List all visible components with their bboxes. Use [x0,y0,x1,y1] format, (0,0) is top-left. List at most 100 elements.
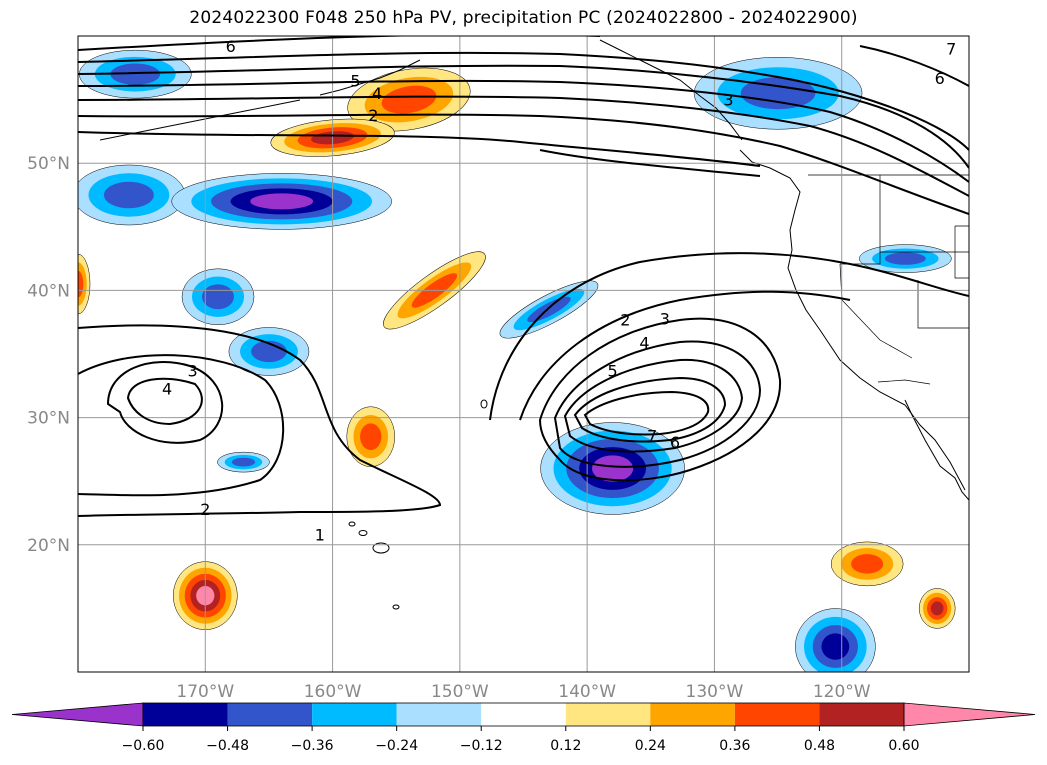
lon-tick-label: 160°W [304,682,362,702]
lon-tick-label: 150°W [431,682,489,702]
island [392,604,400,610]
pv-contour-line [78,354,285,497]
colorbar: −0.60 −0.48 −0.36 −0.24 −0.12 0.12 0.24 0.36 0.4… [11,702,1036,754]
pv-contour-label: 7 [647,426,657,445]
precip-positive-region [851,554,884,574]
pv-contour-line [859,45,969,87]
colorbar-extend-max [903,702,1036,727]
lat-tick-label: 40°N [27,281,70,301]
colorbar-segment [734,703,820,726]
chart-title: 2024022300 F048 250 hPa PV, precipitatio… [189,8,858,28]
colorbar-tick-label: 0.36 [719,738,750,754]
pv-contour-label: 6 [935,69,945,88]
pv-contour-line [583,390,710,436]
precip-positive-region [930,601,944,616]
pv-contour-label: 3 [723,91,733,110]
pv-contour-line [78,131,761,167]
colorbar-tick-label: 0.24 [635,738,666,754]
lon-tick-label: 170°W [176,682,234,702]
border-line [954,225,969,279]
colorbar-segment [481,703,566,726]
lon-tick-label: 120°W [813,682,871,702]
pv-contour-label: 5 [608,362,618,381]
colorbar-segment [312,703,397,726]
border-line [877,379,931,385]
colorbar-tick-label: 0.48 [804,738,835,754]
precip-negative-region [884,252,926,265]
pv-contour-label: 7 [946,40,956,59]
pv-contour-label: 4 [372,84,382,103]
border-line [839,263,913,359]
pv-contour-label: 1 [315,526,325,545]
precip-negative-region [104,181,154,209]
precip-negative-region [821,633,850,660]
pv-contour-label: 6 [670,433,680,452]
pv-contour-label: 4 [639,334,649,353]
pv-contour-line [538,317,782,482]
pv-contour-label: 5 [350,72,360,91]
pv-contour-line [78,51,969,151]
pv-contour-label: 6 [226,37,236,56]
border-line [917,280,969,329]
pv-contour-line [539,149,761,177]
pv-contour-line [563,358,744,453]
precip-positive-region [381,85,437,114]
precip-negative-region [740,77,816,110]
colorbar-segment [819,703,904,726]
pv-contour-label: 2 [200,500,210,519]
colorbar-tick-label: −0.48 [206,738,249,754]
pv-contour-line [78,36,600,51]
pv-contour-line [78,95,969,197]
precip-negative-region [202,284,235,310]
colorbar-tick-label: 0.60 [888,738,919,754]
island [348,521,356,527]
colorbar-tick-label: 0.12 [550,738,581,754]
colorbar-segment [650,703,735,726]
pv-contour-line [78,79,969,183]
plot-frame [77,35,970,673]
pv-contour-label: 2 [368,106,378,125]
precip-negative-region [110,63,161,85]
pv-contour-line [126,377,203,426]
precip-negative-region [592,455,634,482]
lat-tick-label: 20°N [27,536,70,556]
pv-contour-line [78,64,969,169]
colorbar-tick-label: −0.24 [375,738,418,754]
pv-contour-line [553,340,762,468]
colorbar-segment [565,703,651,726]
lon-tick-label: 130°W [686,682,744,702]
island [358,530,368,536]
precip-positive-region [360,423,382,450]
pv-contour-line [489,252,969,421]
precip-negative-region [250,193,314,210]
coastline [599,39,743,141]
island [372,542,390,554]
pv-contour-label: 2 [620,311,630,330]
pv-contour-line [106,361,224,444]
coastline [904,399,969,501]
colorbar-tick-label: −0.36 [291,738,334,754]
colorbar-tick-label: −0.60 [122,738,165,754]
pv-contour-line [78,113,969,215]
pv-contour-label: 3 [187,362,197,381]
pv-contour-label: 3 [660,309,670,328]
precip-negative-region [527,296,571,323]
pv-contour-line [519,290,851,421]
precip-negative-region [231,457,256,467]
coastline [739,149,966,491]
island [480,399,488,409]
colorbar-frame [142,702,905,727]
colorbar-segment [396,703,482,726]
pv-contour-line [78,324,442,517]
colorbar-segment [227,703,313,726]
lat-tick-label: 50°N [27,154,70,174]
colorbar-tick-label: −0.12 [460,738,503,754]
colorbar-extend-min [11,702,144,727]
lat-tick-label: 30°N [27,409,70,429]
pv-contour-label: 4 [162,379,172,398]
pv-contour-line [573,376,727,443]
lon-tick-label: 140°W [558,682,616,702]
colorbar-segment [143,703,228,726]
